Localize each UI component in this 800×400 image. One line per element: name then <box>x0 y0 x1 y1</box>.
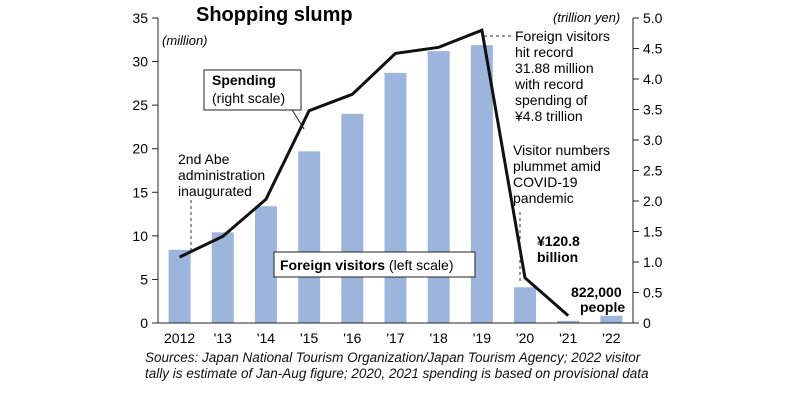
right-tick-label: 2.5 <box>643 163 663 179</box>
left-tick-label: 30 <box>132 54 148 70</box>
right-tick-label: 2.0 <box>643 193 663 209</box>
x-tick-label: '20 <box>516 330 534 346</box>
visitor-bar-20 <box>514 287 537 323</box>
x-tick-label: 2012 <box>164 330 195 346</box>
left-axis-ticks: 0 5 10 15 20 25 30 35 <box>132 10 158 331</box>
right-tick-label: 4.0 <box>643 71 663 87</box>
spending-legend-scale: (right scale) <box>212 90 285 106</box>
right-tick-label: 1.0 <box>643 254 663 270</box>
visitor-bar-15 <box>298 151 321 323</box>
x-tick-label: '22 <box>602 330 620 346</box>
right-tick-label: 0 <box>643 315 651 331</box>
visitor-bar-14 <box>254 206 277 323</box>
x-axis-ticks: 2012 '13 '14 '15 '16 '17 '18 '19 '20 '21 '22 <box>164 330 621 346</box>
right-tick-label: 3.0 <box>643 132 663 148</box>
x-tick-label: '15 <box>300 330 318 346</box>
left-tick-label: 25 <box>132 97 148 113</box>
x-tick-label: '17 <box>386 330 404 346</box>
spending-legend-label: Spending <box>212 72 276 88</box>
visitors-legend-text: Foreign visitors (left scale) <box>280 257 454 273</box>
visitor-bar-21 <box>557 320 580 323</box>
covid-annotation: Visitor numbers plummet amid COVID-19 pa… <box>513 142 614 206</box>
x-tick-label: '18 <box>430 330 448 346</box>
visitor-bar-22 <box>600 315 623 323</box>
visitor-bar-19 <box>470 45 493 324</box>
visitor-bar-17 <box>384 72 407 324</box>
right-tick-label: 0.5 <box>643 285 663 301</box>
visitors-legend-box <box>273 251 476 278</box>
sources-note: Sources: Japan National Tourism Organiza… <box>145 350 649 381</box>
people-annotation: 822,000 people <box>571 284 626 315</box>
x-tick-label: '13 <box>214 330 232 346</box>
right-tick-label: 4.5 <box>643 41 663 57</box>
spending-legend-box <box>203 69 302 111</box>
yen-annotation: ¥120.8 billion <box>537 233 584 265</box>
visitor-bar-2012 <box>168 249 191 323</box>
right-tick-label: 5.0 <box>643 10 663 26</box>
visitor-bar-16 <box>341 113 364 323</box>
left-tick-label: 10 <box>132 228 148 244</box>
x-tick-label: '19 <box>473 330 491 346</box>
left-tick-label: 35 <box>132 10 148 26</box>
abe-annotation: 2nd Abe administration inaugurated <box>178 151 269 199</box>
left-tick-label: 5 <box>140 271 148 287</box>
right-tick-label: 1.5 <box>643 224 663 240</box>
left-tick-label: 20 <box>132 141 148 157</box>
chart-title: Shopping slump <box>196 4 353 26</box>
right-tick-label: 3.5 <box>643 102 663 118</box>
right-axis-ticks: 0 0.5 1.0 1.5 2.0 2.5 3.0 3.5 4.0 4.5 5.0 <box>633 10 663 331</box>
spending-line <box>178 28 570 317</box>
x-tick-label: '14 <box>257 330 275 346</box>
right-axis-unit: (trillion yen) <box>553 10 620 25</box>
left-tick-label: 0 <box>140 315 148 331</box>
left-tick-label: 15 <box>132 184 148 200</box>
record-annotation: Foreign visitors hit record 31.88 millio… <box>514 28 614 124</box>
x-tick-label: '16 <box>343 330 361 346</box>
left-axis-unit: (million) <box>162 33 208 48</box>
x-tick-label: '21 <box>559 330 577 346</box>
visitor-bar-13 <box>211 232 234 323</box>
visitor-bar-18 <box>427 51 450 323</box>
